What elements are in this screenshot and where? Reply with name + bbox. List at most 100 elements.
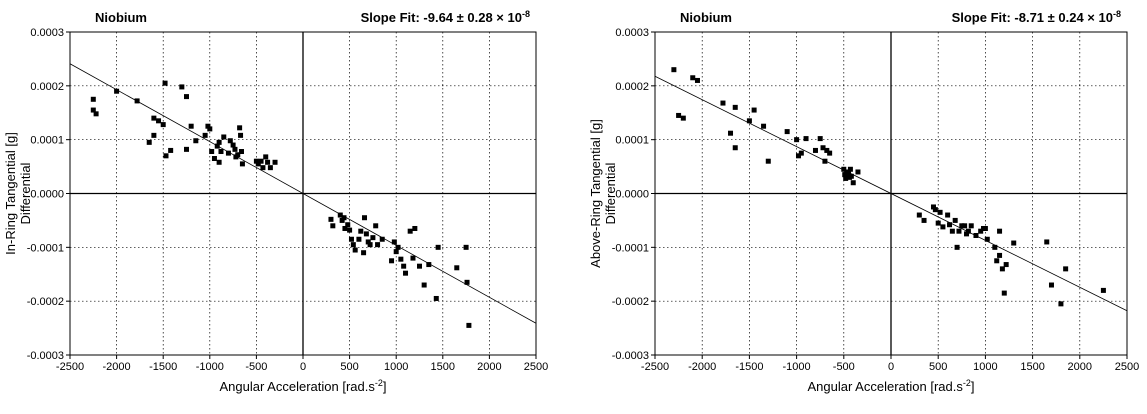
data-point-67 [1058,301,1064,307]
x-tick-label-8: 1500 [1020,361,1044,373]
x-tick-label-8: 1500 [431,361,455,373]
x-tick-label-7: 1000 [384,361,408,373]
data-point-79 [421,282,427,288]
y-axis-label-line2: Differential [18,162,33,224]
x-tick-label-4: -500 [833,361,855,373]
data-point-33 [855,169,861,175]
data-point-64 [1011,240,1017,246]
x-tick-label-9: 2000 [477,361,501,373]
data-point-14 [794,137,800,143]
data-point-22 [824,147,830,153]
data-point-75 [407,228,413,234]
data-point-25 [216,139,222,145]
data-point-31 [232,146,238,152]
data-point-16 [188,123,194,129]
data-point-61 [363,231,369,237]
data-point-80 [426,262,432,268]
data-point-68 [389,258,395,264]
data-point-15 [795,153,801,159]
data-point-35 [921,217,927,223]
data-point-57 [356,236,362,242]
data-point-5 [146,139,152,145]
data-point-62 [365,239,371,245]
y-tick-label-0: -0.0003 [27,350,64,362]
data-point-47 [959,223,965,229]
data-point-56 [352,247,358,253]
x-tick-label-10: 2500 [1115,361,1139,373]
data-point-12 [168,147,174,153]
data-point-70 [393,249,399,255]
y-tick-label-2: -0.0001 [612,242,649,254]
data-point-12 [765,158,771,164]
data-point-0 [90,96,96,102]
data-point-47 [330,223,336,229]
fit-line [654,75,1128,312]
slope-fit-annotation: Slope Fit: -8.71 ± 0.24 × 10-8 [952,9,1121,25]
data-point-43 [265,159,271,165]
data-point-17 [803,136,809,142]
data-point-55 [982,225,988,231]
x-tick-label-1: -2000 [688,361,716,373]
x-axis-label-end: ] [383,379,387,394]
data-point-58 [994,258,1000,264]
y-tick-label-6: 0.0003 [30,27,64,39]
data-point-45 [954,244,960,250]
data-point-21 [822,158,828,164]
slope-fit-exponent: -8 [522,9,530,19]
data-point-15 [184,146,189,152]
data-point-37 [932,207,938,213]
data-point-39 [937,209,943,215]
data-point-77 [412,225,418,231]
data-point-72 [398,256,404,262]
data-point-52 [345,222,351,228]
data-point-36 [930,204,936,210]
y-tick-label-6: 0.0003 [615,27,649,39]
x-axis-label-superscript: -2 [375,378,383,388]
data-point-28 [225,150,231,156]
data-point-76 [410,255,416,261]
y-tick-label-5: 0.0002 [30,81,64,93]
y-tick-label-3: 0.0000 [30,189,64,201]
data-point-69 [391,239,397,245]
data-point-38 [253,158,259,164]
y-axis-label-line1: In-Ring Tangential [g] [3,132,18,255]
data-point-24 [841,166,847,172]
x-tick-label-6: 500 [340,361,358,373]
data-point-60 [997,252,1003,258]
x-tick-label-9: 2000 [1068,361,1092,373]
data-point-17 [193,138,199,144]
data-point-20 [820,145,826,151]
data-point-39 [255,161,261,167]
data-point-2 [93,111,99,117]
data-point-0 [671,67,677,73]
x-axis-label-text: Angular Acceleration [rad.s [807,379,963,394]
data-point-67 [379,236,385,242]
data-point-4 [694,77,700,83]
y-tick-label-1: -0.0002 [612,296,649,308]
data-point-23 [214,143,220,149]
data-point-25 [842,172,848,178]
data-point-86 [466,322,472,328]
data-point-22 [211,156,217,162]
data-point-63 [1003,262,1009,268]
data-point-6 [151,115,157,121]
data-point-8 [732,104,738,110]
data-point-65 [373,223,379,229]
data-point-41 [260,165,266,171]
y-tick-label-1: -0.0002 [27,296,64,308]
x-tick-label-10: 2500 [524,361,548,373]
data-point-43 [949,228,955,234]
chart-title: Niobium [95,10,147,25]
x-tick-label-2: -1500 [735,361,763,373]
data-point-7 [732,145,738,151]
data-point-84 [463,244,469,250]
data-point-53 [978,228,984,234]
data-point-10 [751,107,757,113]
x-axis-label: Angular Acceleration [rad.s-2] [807,378,974,394]
data-point-18 [812,147,818,153]
data-point-31 [848,173,854,179]
x-tick-label-5: 0 [888,361,894,373]
data-point-59 [997,228,1003,234]
data-point-44 [952,217,958,223]
